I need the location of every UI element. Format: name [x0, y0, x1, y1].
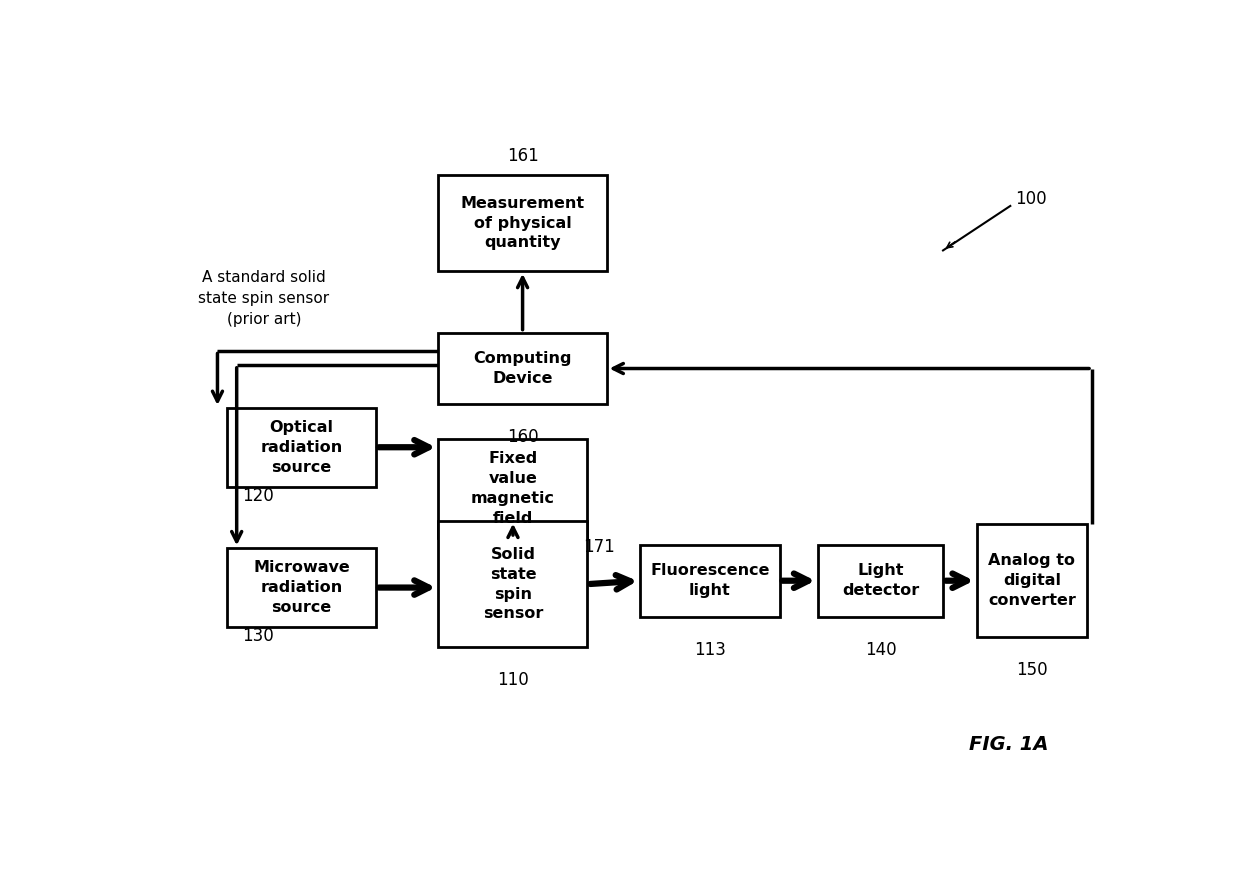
Text: Fluorescence
light: Fluorescence light: [650, 564, 770, 598]
Text: A standard solid
state spin sensor
(prior art): A standard solid state spin sensor (prio…: [198, 270, 330, 327]
FancyBboxPatch shape: [227, 549, 376, 627]
FancyBboxPatch shape: [439, 521, 588, 647]
FancyBboxPatch shape: [439, 332, 606, 404]
FancyBboxPatch shape: [227, 408, 376, 486]
Text: Solid
state
spin
sensor: Solid state spin sensor: [482, 547, 543, 621]
Text: Optical
radiation
source: Optical radiation source: [260, 420, 342, 475]
Text: Fixed
value
magnetic
field: Fixed value magnetic field: [471, 451, 556, 525]
FancyBboxPatch shape: [818, 545, 942, 617]
Text: 161: 161: [507, 147, 538, 164]
Text: 100: 100: [1016, 190, 1047, 208]
FancyBboxPatch shape: [439, 175, 606, 271]
Text: Analog to
digital
converter: Analog to digital converter: [988, 554, 1076, 608]
Text: Microwave
radiation
source: Microwave radiation source: [253, 560, 350, 615]
Text: 150: 150: [1016, 661, 1048, 679]
Text: 113: 113: [694, 641, 725, 659]
Text: 130: 130: [243, 627, 274, 645]
Text: 171: 171: [584, 538, 615, 556]
Text: 160: 160: [507, 428, 538, 446]
Text: Computing
Device: Computing Device: [474, 351, 572, 386]
Text: 110: 110: [497, 671, 528, 689]
FancyBboxPatch shape: [977, 525, 1087, 637]
FancyBboxPatch shape: [439, 438, 588, 538]
Text: FIG. 1A: FIG. 1A: [970, 734, 1049, 754]
Text: 120: 120: [243, 486, 274, 505]
Text: Measurement
of physical
quantity: Measurement of physical quantity: [460, 196, 584, 251]
FancyBboxPatch shape: [640, 545, 780, 617]
Text: 140: 140: [864, 641, 897, 659]
Text: Light
detector: Light detector: [842, 564, 919, 598]
